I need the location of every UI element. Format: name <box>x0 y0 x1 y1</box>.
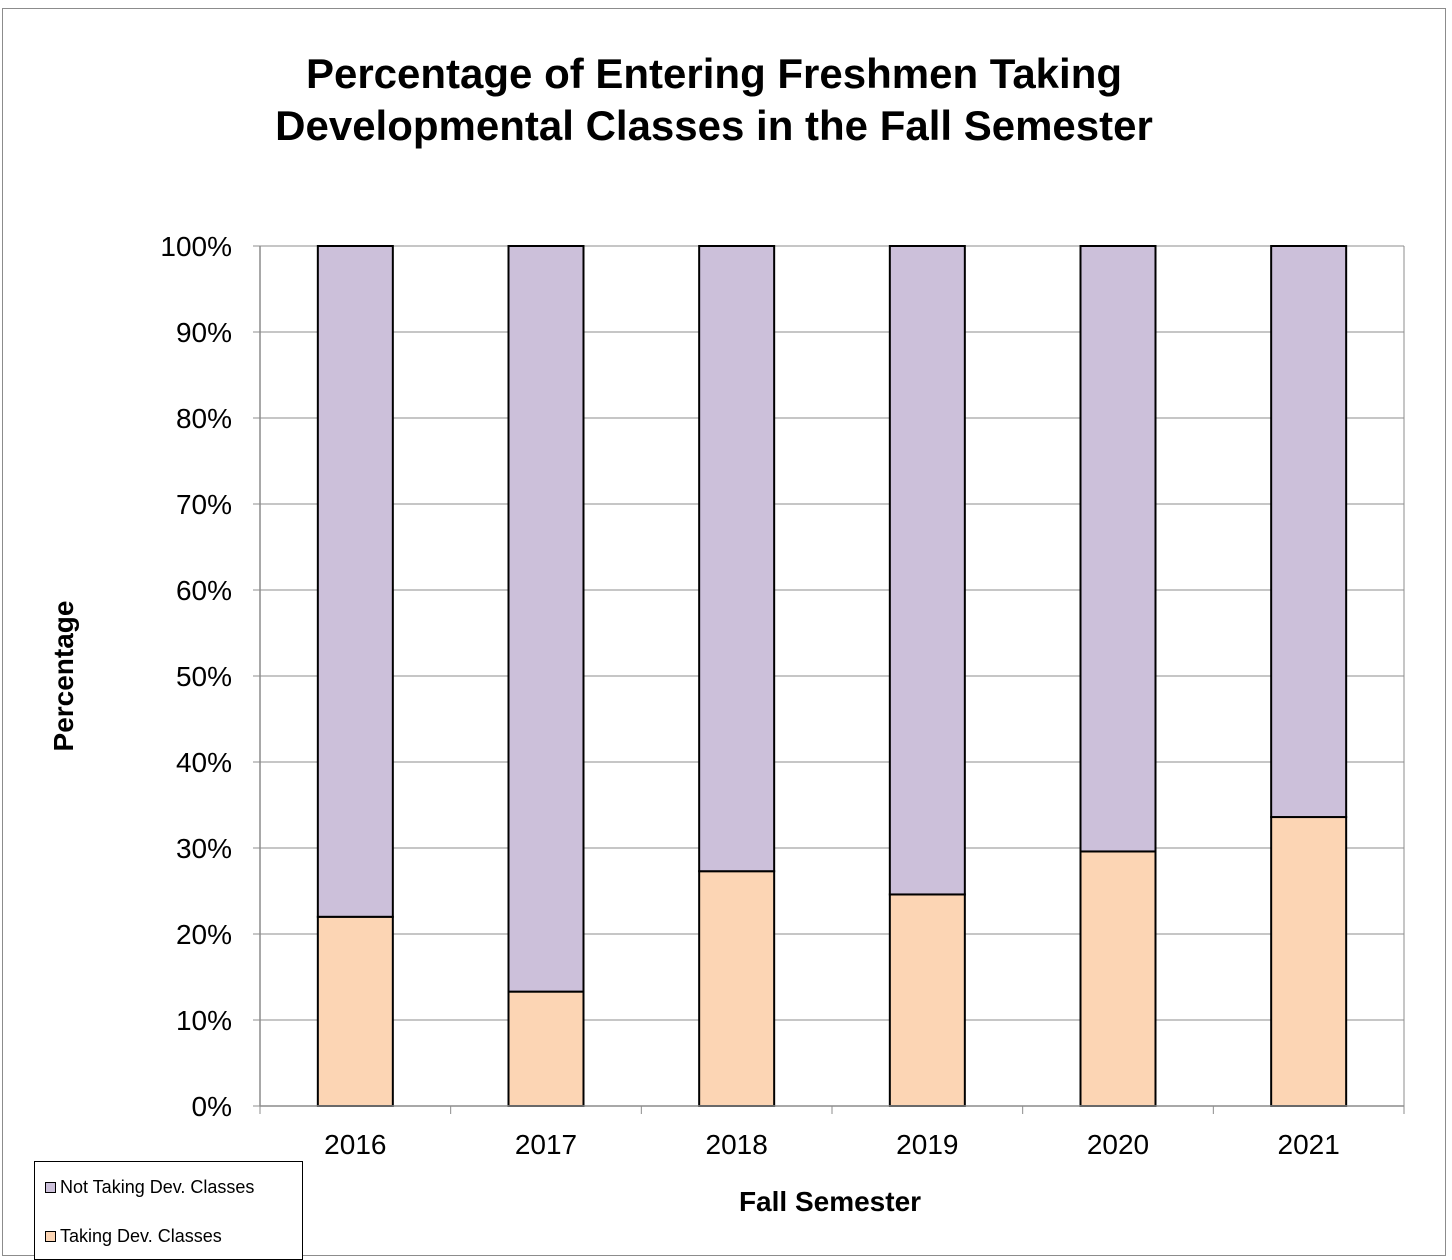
y-tick-label: 60% <box>176 575 232 606</box>
x-tick-label: 2016 <box>324 1129 386 1160</box>
chart-frame <box>2 8 1446 1256</box>
x-tick-label: 2017 <box>515 1129 577 1160</box>
bar-2020-not-taking <box>1079 245 1157 853</box>
y-tick-label: 20% <box>176 919 232 950</box>
bar-2021-taking <box>1270 816 1348 1107</box>
gridlines <box>260 245 1405 1106</box>
bar-2021-not-taking <box>1270 245 1348 819</box>
bar-2017-taking <box>507 990 585 1107</box>
bar-2018-taking <box>698 870 776 1107</box>
y-tick-label: 10% <box>176 1005 232 1036</box>
y-axis-title: Percentage <box>48 601 79 752</box>
y-tick-label: 90% <box>176 317 232 348</box>
x-axis-title: Fall Semester <box>739 1186 921 1217</box>
y-tick-label: 80% <box>176 403 232 434</box>
axes <box>253 245 1405 1114</box>
legend-swatch-not-taking <box>45 1182 56 1193</box>
bar-2016-taking <box>316 915 394 1107</box>
bar-2018-not-taking <box>698 245 776 873</box>
legend-label-not-taking: Not Taking Dev. Classes <box>60 1177 255 1197</box>
bar-2020-taking <box>1079 850 1157 1107</box>
legend: Not Taking Dev. Classes Taking Dev. Clas… <box>34 1161 303 1260</box>
y-tick-label: 30% <box>176 833 232 864</box>
legend-item-not-taking: Not Taking Dev. Classes <box>45 1177 254 1198</box>
chart-title-line-1: Percentage of Entering Freshmen Taking <box>306 50 1122 97</box>
y-tick-label: 70% <box>176 489 232 520</box>
x-tick-label: 2020 <box>1087 1129 1149 1160</box>
chart-title-line-2: Developmental Classes in the Fall Semest… <box>275 102 1153 149</box>
x-tick-label: 2021 <box>1278 1129 1340 1160</box>
y-tick-label: 100% <box>160 231 232 262</box>
y-tick-label: 50% <box>176 661 232 692</box>
legend-label-taking: Taking Dev. Classes <box>60 1226 222 1246</box>
bars <box>316 245 1348 1107</box>
bar-2017-not-taking <box>507 245 585 993</box>
y-tick-labels: 0% 10% 20% 30% 40% 50% 60% 70% 80% 90% 100% <box>160 231 232 1122</box>
y-tick-label: 40% <box>176 747 232 778</box>
bar-2019-taking <box>888 893 966 1107</box>
bar-2016-not-taking <box>316 245 394 918</box>
x-tick-label: 2018 <box>706 1129 768 1160</box>
legend-item-taking: Taking Dev. Classes <box>45 1226 222 1247</box>
x-tick-labels: 2016 2017 2018 2019 2020 2021 <box>324 1129 1340 1160</box>
bar-2019-not-taking <box>888 245 966 896</box>
legend-swatch-taking <box>45 1231 56 1242</box>
y-tick-label: 0% <box>192 1091 232 1122</box>
x-tick-label: 2019 <box>896 1129 958 1160</box>
